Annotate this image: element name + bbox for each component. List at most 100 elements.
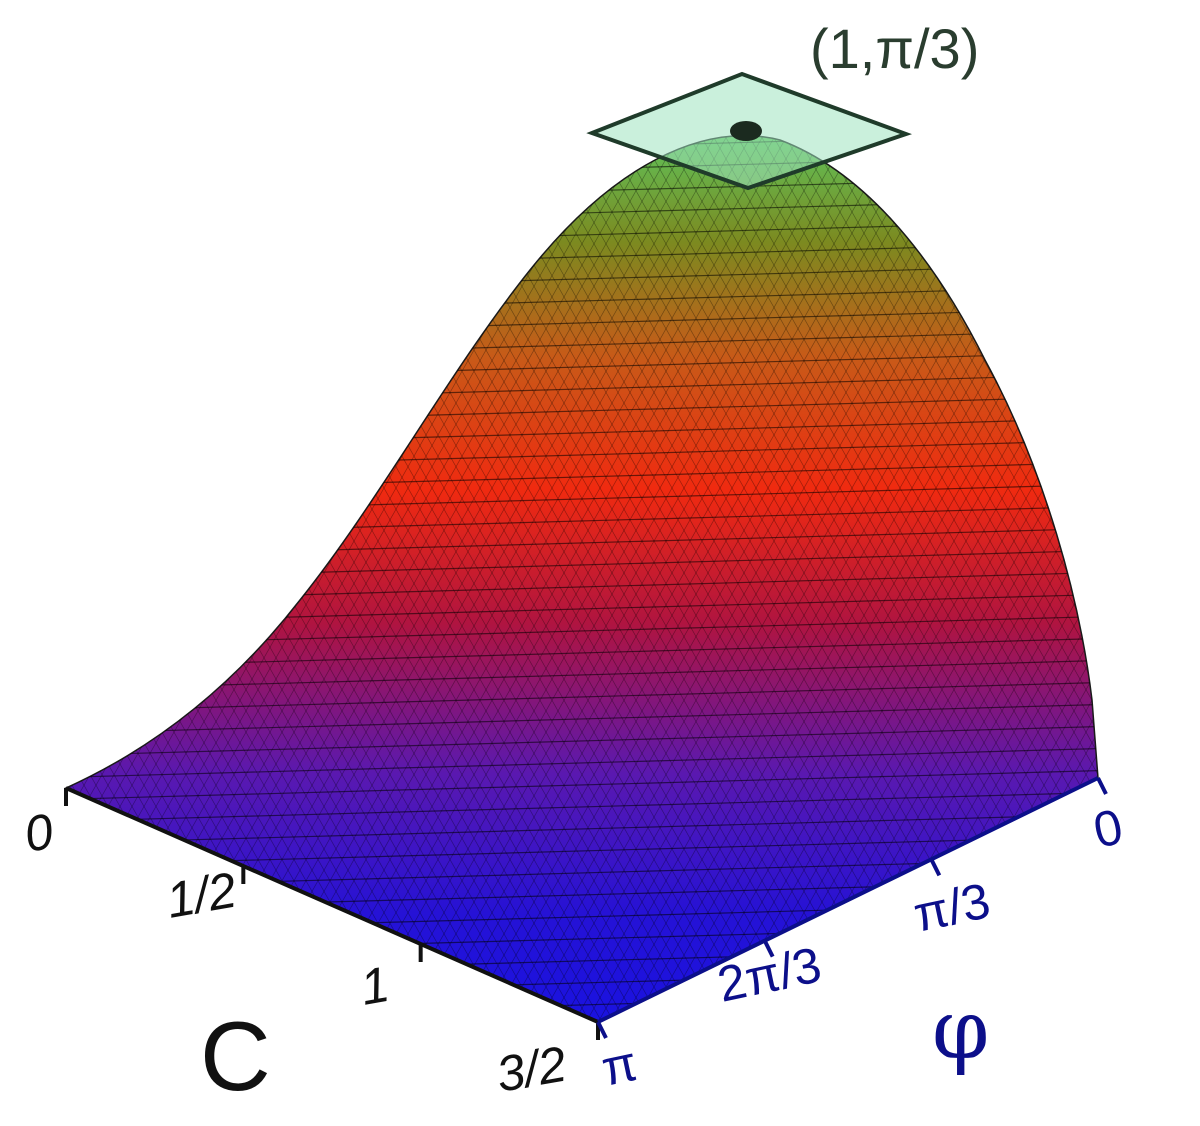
mesh-line (66, 135, 113, 1022)
mesh-line (0, 120, 4, 1040)
mesh-line (751, 135, 1098, 1022)
mesh-line (743, 135, 1098, 1022)
mesh-line (239, 135, 761, 1022)
mesh-line (66, 135, 281, 1022)
mesh-line (407, 135, 929, 1022)
mesh-line (679, 135, 1098, 1022)
mesh-line (1164, 120, 1200, 1040)
mesh-line (395, 135, 917, 1022)
mesh-line (275, 135, 797, 1022)
mesh-line (66, 135, 145, 1022)
mesh-line (1140, 120, 1200, 1040)
mesh-line (66, 135, 89, 1022)
mesh-line (66, 135, 73, 1022)
mesh-line (715, 135, 1098, 1022)
mesh-line (66, 153, 1098, 185)
c-axis-line (65, 786, 599, 1024)
mesh-line (66, 135, 301, 1022)
mesh-line (1128, 120, 1200, 1040)
mesh-line (66, 135, 173, 1022)
phi-axis-tick (929, 858, 942, 877)
mesh-line (431, 135, 953, 1022)
maximum-point-marker (730, 121, 762, 141)
mesh-line (263, 135, 785, 1022)
phi-axis-tick-label: 0 (1089, 798, 1128, 859)
mesh-line (775, 135, 1098, 1022)
mesh-line (66, 135, 181, 1022)
mesh-line (66, 135, 1098, 141)
mesh-line (0, 120, 16, 1040)
mesh-line (779, 135, 1098, 1022)
mesh-line (66, 135, 193, 1022)
mesh-line (66, 703, 1098, 735)
c-axis-tick-label: 1 (356, 956, 393, 1016)
mesh-line (347, 135, 869, 1022)
mesh-line (443, 135, 965, 1022)
mesh-line (66, 135, 313, 1022)
mesh-line (419, 135, 941, 1022)
mesh-line (0, 120, 40, 1040)
mesh-line (719, 135, 1098, 1022)
c-axis-tick-label: 1/2 (162, 862, 240, 929)
mesh-line (1116, 120, 1200, 1040)
mesh-line (66, 135, 1098, 163)
c-axis-tick-label: 0 (20, 803, 57, 863)
mesh-line (66, 791, 1098, 823)
mesh-line (66, 135, 305, 1022)
phi-axis-tick (1096, 777, 1108, 795)
mesh-line (251, 135, 773, 1022)
c-axis-title: C (200, 1001, 271, 1111)
mesh-line (767, 135, 1098, 1022)
maximum-point-label: (1,π/3) (810, 17, 979, 80)
mesh-line (1091, 135, 1098, 1022)
mesh-line (66, 135, 161, 1022)
mesh-line (707, 135, 1098, 1022)
mesh-line (799, 135, 1098, 1022)
mesh-line (66, 135, 149, 1022)
mesh-line (695, 135, 1098, 1022)
mesh-line (491, 135, 1013, 1022)
mesh-line (755, 135, 1098, 1022)
mesh-line (787, 135, 1098, 1022)
mesh-line (66, 725, 1098, 757)
mesh-line (66, 135, 77, 1022)
mesh-line (323, 135, 845, 1022)
mesh-line (66, 135, 101, 1022)
mesh-line (66, 135, 185, 1022)
phi-axis-tick-label: π (597, 1035, 642, 1097)
mesh-line (66, 135, 109, 1022)
mesh-line (335, 135, 857, 1022)
mesh-line (287, 135, 809, 1022)
mesh-line (66, 135, 169, 1022)
mesh-line (66, 175, 1098, 207)
mesh-line (455, 135, 977, 1022)
mesh-line (739, 135, 1098, 1022)
mesh-line (671, 135, 1098, 1022)
mesh-line (0, 120, 64, 1040)
phi-axis-line (597, 776, 1099, 1024)
mesh-line (691, 135, 1098, 1022)
mesh-line (0, 120, 48, 1040)
mesh-line (66, 135, 157, 1022)
mesh-line (0, 120, 12, 1040)
mesh-line (667, 135, 1098, 1022)
mesh-line (66, 135, 137, 1022)
mesh-line (66, 135, 317, 1022)
mesh-line (66, 135, 289, 1022)
c-axis-ticks: 0 1/2 1 3/2 (20, 788, 600, 1103)
mesh-line (0, 120, 52, 1040)
mesh-line (311, 135, 833, 1022)
mesh-line (215, 135, 737, 1022)
mesh-line (731, 135, 1098, 1022)
phi-axis-tick-label: π/3 (909, 872, 995, 943)
mesh-line (359, 135, 881, 1022)
mesh-line (763, 135, 1098, 1022)
mesh-line (371, 135, 893, 1022)
mesh-line (1152, 120, 1200, 1040)
mesh-line (66, 135, 85, 1022)
mesh-line (66, 135, 329, 1022)
mesh-line (383, 135, 905, 1022)
phi-axis-title: φ (932, 983, 989, 1078)
mesh-line (1104, 120, 1200, 1040)
mesh-line (66, 135, 325, 1022)
